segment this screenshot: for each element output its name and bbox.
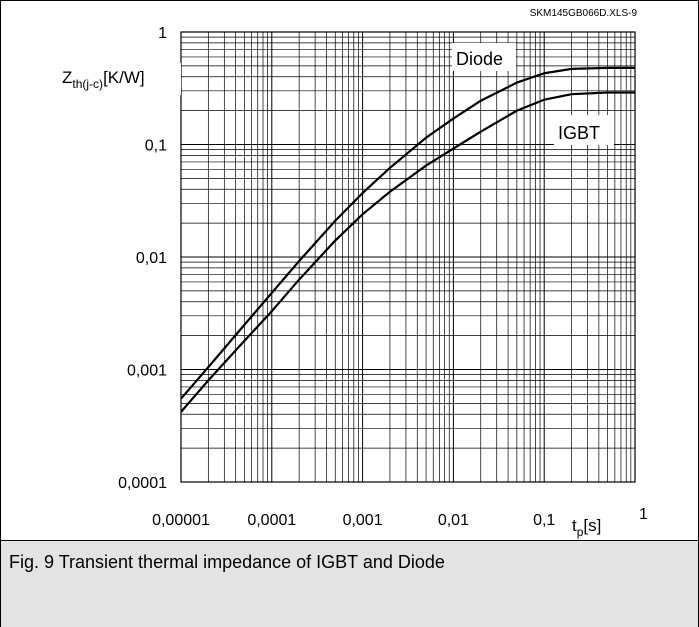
figure-caption: Fig. 9 Transient thermal impedance of IG… bbox=[9, 552, 445, 572]
chart-svg: SKM145GB066D.XLS-9 Zth(j-c)[K/W] tp[s] 0… bbox=[61, 8, 648, 539]
y-axis-title-background bbox=[61, 63, 181, 95]
series-line-igbt bbox=[180, 91, 635, 413]
y-tick-label: 1 bbox=[158, 25, 167, 42]
label-layer: SKM145GB066D.XLS-9 Zth(j-c)[K/W] tp[s] 0… bbox=[61, 8, 648, 539]
plot-border bbox=[180, 31, 636, 483]
series-label-background bbox=[554, 115, 614, 145]
x-tick-label: 0,1 bbox=[533, 512, 555, 529]
y-axis-title-sub: th(j-c) bbox=[72, 77, 103, 91]
y-axis-title: Zth(j-c)[K/W] bbox=[61, 63, 181, 95]
caption-panel: Fig. 9 Transient thermal impedance of IG… bbox=[1, 540, 698, 627]
x-tick-label: 1 bbox=[639, 506, 648, 523]
y-axis-title-main: Z bbox=[62, 68, 72, 87]
x-tick-label: 0,01 bbox=[438, 512, 469, 529]
file-label: SKM145GB066D.XLS-9 bbox=[530, 8, 638, 19]
x-tick-label: 0,0001 bbox=[247, 512, 296, 529]
y-tick-label: 0,1 bbox=[145, 138, 167, 155]
y-tick-label: 0,001 bbox=[127, 363, 167, 380]
grid-layer bbox=[180, 32, 635, 483]
chart-area: SKM145GB066D.XLS-9 Zth(j-c)[K/W] tp[s] 0… bbox=[1, 1, 698, 539]
x-axis-title-main: t bbox=[572, 516, 577, 535]
curve-layer bbox=[180, 66, 635, 413]
series-label-diode: Diode bbox=[456, 49, 503, 69]
x-axis-title-unit: [s] bbox=[583, 516, 601, 535]
y-axis-title-text: Zth(j-c)[K/W] bbox=[62, 68, 145, 91]
y-axis-title-unit: [K/W] bbox=[103, 68, 145, 87]
x-axis-title-sub: p bbox=[577, 525, 584, 539]
x-tick-label: 0,00001 bbox=[152, 512, 210, 529]
series-line-diode bbox=[180, 66, 635, 400]
series-label-background bbox=[452, 43, 516, 71]
x-axis-title: tp[s] bbox=[572, 516, 601, 539]
series-label-igbt: IGBT bbox=[558, 123, 600, 143]
x-axis-title-text: tp[s] bbox=[572, 516, 601, 539]
x-tick-label: 0,001 bbox=[343, 512, 383, 529]
y-tick-label: 0,01 bbox=[136, 250, 167, 267]
y-tick-label: 0,0001 bbox=[118, 475, 167, 492]
